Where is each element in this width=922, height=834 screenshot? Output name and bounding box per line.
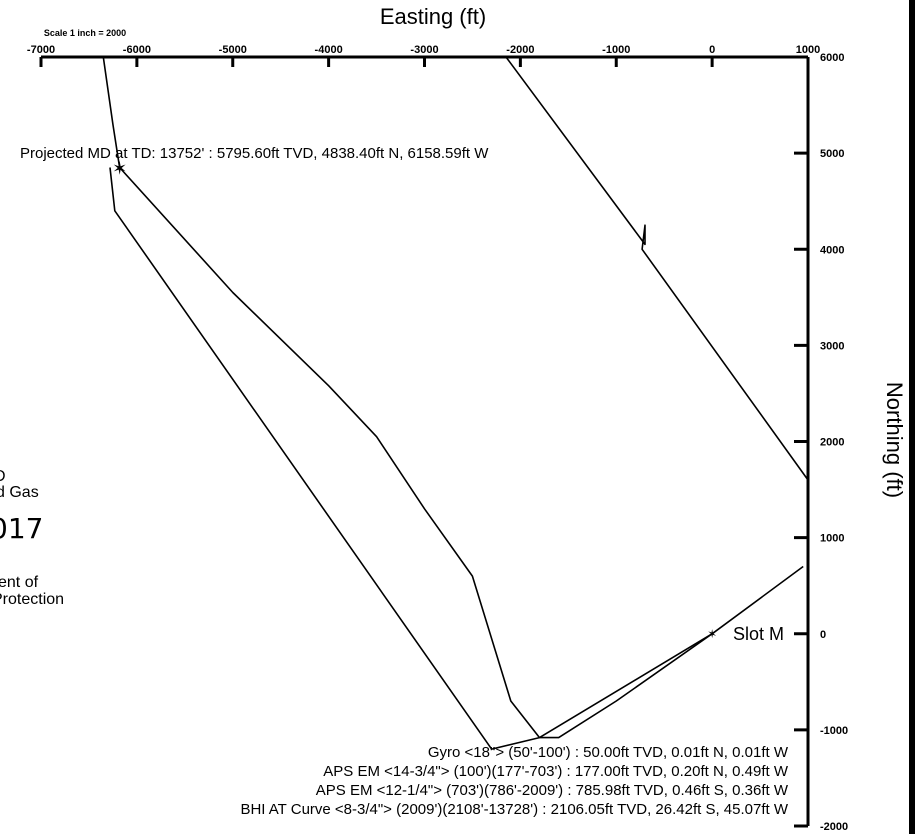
trajectory-series [102,56,809,750]
x-ticks: -7000 -6000 -5000 -4000 -3000 -2000 -1000 0 1000 [27,44,820,67]
y-axis-title: Northing (ft) [882,382,907,498]
x-tick-label: -4000 [315,44,343,56]
slot-label: Slot M [733,624,784,644]
y-tick-label: -1000 [820,725,848,737]
x-tick-label: 1000 [796,44,820,56]
stamp-fragment: 017 [0,512,43,545]
y-ticks: 6000 5000 4000 3000 2000 1000 0 -1000 -2000 [794,52,848,833]
trajectory-line [505,56,809,481]
x-tick-label: 0 [709,44,715,56]
x-tick-label: -7000 [27,44,55,56]
stamp-fragment: d Gas [0,484,39,501]
trajectory-line [109,167,713,750]
stamp-fragment: Protection [0,591,64,608]
stamp-fragment: ent of [0,574,39,591]
projected-td-label: Projected MD at TD: 13752' : 5795.60ft T… [20,145,489,162]
survey-line-2: APS EM <14-3/4"> (100')(177'-703') : 177… [323,763,789,780]
y-tick-label: 4000 [820,244,844,256]
y-tick-label: 6000 [820,52,844,64]
y-tick-label: 5000 [820,148,844,160]
y-tick-label: -2000 [820,821,848,833]
stamp-fragment: D [0,468,6,485]
x-tick-label: -6000 [123,44,151,56]
survey-line-4: BHI AT Curve <8-3/4"> (2009')(2108'-1372… [240,801,788,818]
slot-star-icon: ✶ [707,627,717,641]
x-tick-label: -3000 [410,44,438,56]
y-tick-label: 3000 [820,340,844,352]
y-tick-label: 2000 [820,437,844,449]
x-tick-label: -2000 [506,44,534,56]
survey-line-1: Gyro <18"> (50'-100') : 50.00ft TVD, 0.0… [428,744,789,761]
scale-note: Scale 1 inch = 2000 [44,28,126,38]
x-tick-label: -1000 [602,44,630,56]
td-star-icon: ✶ [112,159,127,179]
x-tick-label: -5000 [219,44,247,56]
y-tick-label: 1000 [820,533,844,545]
x-axis-title: Easting (ft) [380,4,486,29]
trajectory-line [102,56,804,739]
survey-line-3: APS EM <12-1/4"> (703')(786'-2009') : 78… [316,782,789,799]
y-tick-label: 0 [820,629,826,641]
